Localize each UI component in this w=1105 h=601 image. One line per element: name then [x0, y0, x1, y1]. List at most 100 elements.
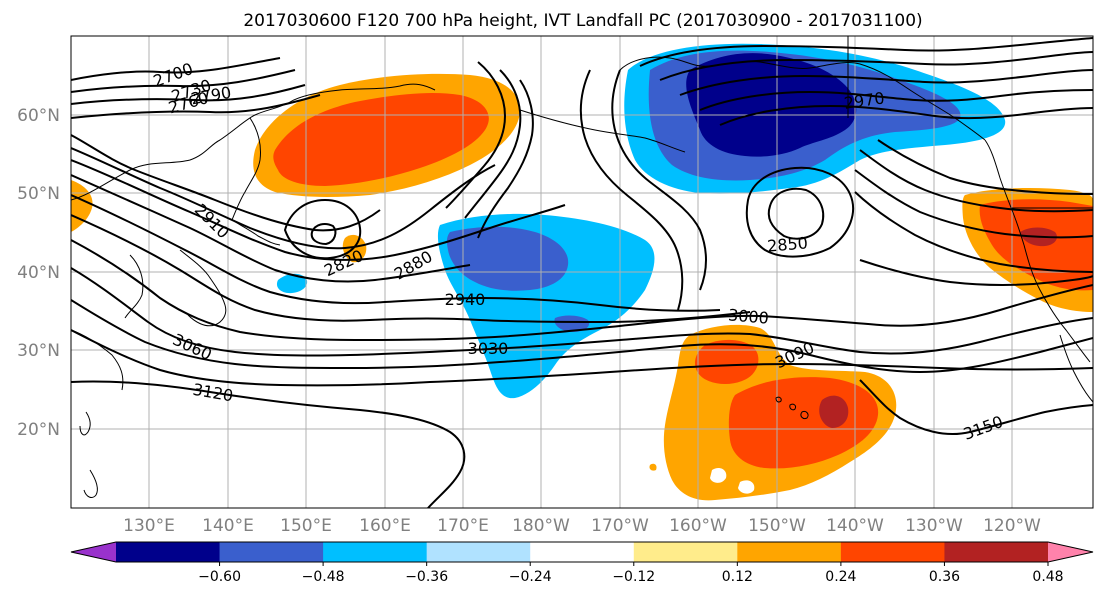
- colorbar-bin: [323, 542, 428, 562]
- shade-orange-speck: [649, 463, 657, 471]
- contour-ridge-west-3060: [639, 37, 1093, 67]
- map-panel: 2700 2730 2760 2790 2820 2850 2880 2910 …: [70, 35, 1094, 509]
- colorbar-extend-high: [1048, 542, 1093, 562]
- lat-label-40n: 40°N: [17, 263, 60, 283]
- contour-2850: [71, 147, 496, 250]
- contour-3060: [71, 299, 1093, 374]
- coast-japan: [179, 249, 227, 327]
- coast-asia: [71, 83, 436, 201]
- coast-aleutians: [519, 109, 686, 153]
- contour-3000: [71, 239, 1093, 342]
- coast-alaska: [619, 56, 986, 141]
- lon-label-130e: 130°E: [123, 516, 175, 536]
- contour-low-nw: [283, 198, 362, 260]
- colorbar-bin: [219, 542, 324, 562]
- contour-label-3030: 3030: [468, 339, 509, 358]
- shade-orange-small: [342, 234, 367, 263]
- lon-label-140e: 140°E: [202, 516, 254, 536]
- colorbar-extend-low: [71, 542, 116, 562]
- contour-ridge-3000: [445, 61, 507, 209]
- colorbar-tick-label: 0.36: [929, 569, 960, 585]
- contour-3090: [71, 329, 1093, 387]
- lat-label-60n: 60°N: [17, 106, 60, 126]
- lon-label-120w: 120°W: [983, 516, 1041, 536]
- contour-2910: [71, 174, 471, 283]
- contour-low-central-inner: [767, 187, 825, 240]
- colorbar: −0.60 −0.48 −0.36 −0.24 −0.12 0.12 0.24 0.36 0.4…: [70, 541, 1094, 585]
- contour-2730: [71, 69, 296, 93]
- contour-2790: [71, 94, 321, 119]
- coast-bc: [984, 139, 1025, 246]
- contour-east-2880: [859, 149, 1093, 213]
- contour-3150: [859, 379, 1093, 436]
- coast-korea: [124, 254, 144, 319]
- shade-red-kamchatka: [273, 92, 489, 186]
- contour-3030: [71, 267, 1093, 357]
- map-frame: [70, 35, 1094, 509]
- colorbar-tick-label: −0.48: [302, 569, 345, 585]
- contour-trough-east-3090: [611, 69, 707, 291]
- colorbar-bins: [71, 542, 1093, 562]
- contour-gulf-3030: [659, 51, 1093, 81]
- coast-hawaii-2: [789, 403, 796, 411]
- contour-gulf-2940: [719, 104, 1093, 126]
- contour-low-nw-inner: [310, 223, 337, 246]
- colorbar-tick-label: −0.12: [612, 569, 655, 585]
- shade-white-hole-2: [738, 480, 755, 494]
- coast-taiwan: [79, 411, 91, 436]
- contour-east-2910: [877, 139, 1093, 195]
- coast-philippines: [83, 469, 98, 498]
- lat-label-30n: 30°N: [17, 341, 60, 361]
- coast-hawaii-1: [775, 396, 782, 403]
- longitude-labels: 130°E 140°E 150°E 160°E 170°E 180°W 170°…: [123, 516, 1041, 536]
- colorbar-tick-label: 0.24: [825, 569, 856, 585]
- figure-title: 2017030600 F120 700 hPa height, IVT Land…: [243, 11, 922, 31]
- colorbar-bin: [737, 542, 842, 562]
- lon-label-140w: 140°W: [826, 516, 884, 536]
- contour-label-3000: 3000: [727, 305, 769, 327]
- colorbar-tick-label: 0.48: [1032, 569, 1063, 585]
- lon-label-130w: 130°W: [905, 516, 963, 536]
- contour-gulf-2970: [699, 89, 1093, 111]
- lon-label-160w: 160°W: [669, 516, 727, 536]
- colorbar-bin: [426, 542, 531, 562]
- lat-label-20n: 20°N: [17, 420, 60, 440]
- colorbar-bin: [116, 542, 221, 562]
- shade-white-hole-1: [710, 467, 727, 483]
- lon-label-150w: 150°W: [748, 516, 806, 536]
- colorbar-tick-label: −0.36: [405, 569, 448, 585]
- contour-2700: [71, 57, 281, 81]
- shade-darkblue-gulf: [686, 53, 857, 157]
- contour-ridge-3030: [464, 69, 522, 219]
- coast-kamchatka: [231, 117, 261, 221]
- contour-label-2850: 2850: [766, 233, 808, 255]
- lat-label-50n: 50°N: [17, 184, 60, 204]
- contour-2940: [71, 194, 721, 312]
- contour-2760: [71, 84, 306, 105]
- contour-east-2970: [859, 259, 1093, 286]
- shade-red-hawaii-north: [694, 339, 759, 384]
- lon-label-170e: 170°E: [437, 516, 489, 536]
- height-contours: [71, 37, 1093, 508]
- contour-east-2820: [854, 191, 1093, 273]
- positive-anomaly-regions: [71, 73, 1093, 501]
- contour-east-2850: [854, 169, 1093, 239]
- colorbar-bin: [944, 542, 1049, 562]
- lon-label-160e: 160°E: [359, 516, 411, 536]
- colorbar-bin: [840, 542, 945, 562]
- colorbar-tick-label: −0.24: [509, 569, 552, 585]
- shade-blue-central: [446, 226, 569, 291]
- shade-darkred-hawaii: [819, 395, 849, 428]
- shade-lightblue-small: [276, 273, 308, 294]
- contour-2820: [71, 134, 381, 232]
- colorbar-tick-label: 0.12: [722, 569, 753, 585]
- latitude-labels: 60°N 50°N 40°N 30°N 20°N: [17, 106, 60, 440]
- lon-label-150e: 150°E: [280, 516, 332, 536]
- lon-label-180w: 180°W: [512, 516, 570, 536]
- contour-low-central: [745, 166, 855, 258]
- graticule: [71, 36, 1093, 508]
- contour-2970: [71, 214, 751, 324]
- coast-hawaii-3: [800, 411, 809, 419]
- colorbar-bin: [530, 542, 635, 562]
